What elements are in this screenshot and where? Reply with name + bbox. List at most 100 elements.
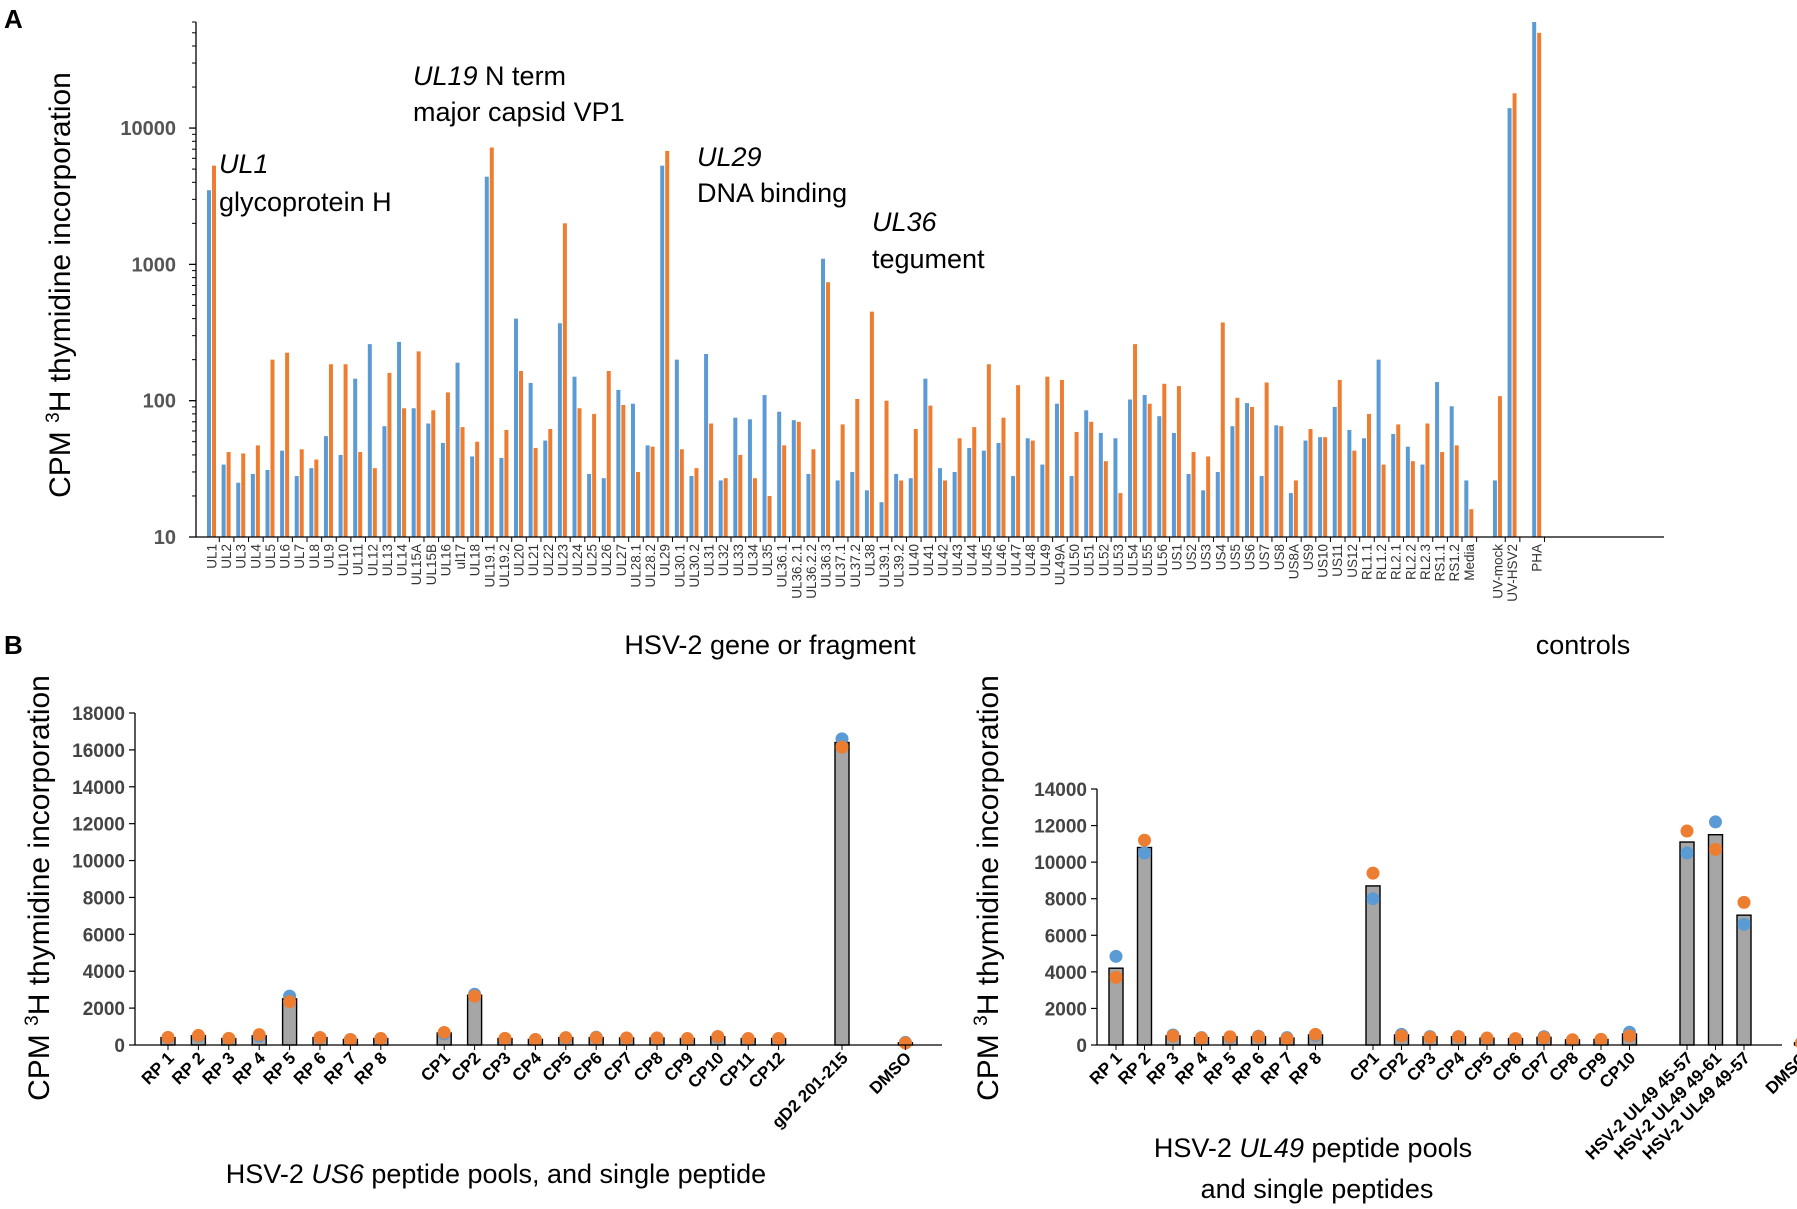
br-dot-rp-3-rep2 bbox=[1166, 1029, 1180, 1043]
chart-a-bar-ul4-rep2 bbox=[255, 445, 260, 537]
chart-a-x-label-us12: US12 bbox=[1345, 544, 1360, 578]
chart-a-y-tick-label: 10000 bbox=[120, 118, 176, 140]
chart-a-x-label-ul38: UL38 bbox=[862, 544, 877, 576]
chart-a-y-ticks: 10 100 1000 10000 bbox=[120, 21, 196, 549]
chart-a-bar-ul50-rep2 bbox=[1074, 431, 1079, 537]
chart-a-bar-ul35-rep2 bbox=[767, 495, 772, 537]
chart-a-y-tick-label: 100 bbox=[143, 391, 176, 413]
chart-a-bar-ul36-2-1-rep2 bbox=[796, 421, 801, 537]
bl-y-tick-label: 12000 bbox=[72, 815, 125, 836]
chart-a-bar-ul34-rep1 bbox=[747, 419, 752, 537]
chart-a-x-label-ul50: UL50 bbox=[1067, 544, 1082, 576]
chart-a-x-label-ul35: UL35 bbox=[760, 544, 775, 576]
chart-a-x-label-rl1-1: RL1.1 bbox=[1359, 544, 1374, 580]
chart-a-bar-ul51-rep2 bbox=[1089, 421, 1094, 537]
bl-y-tick-label: 14000 bbox=[72, 778, 125, 799]
chart-a-bar-uv-mock-rep1 bbox=[1492, 480, 1497, 537]
chart-a-x-label-ul36-1: UL36.1 bbox=[775, 544, 790, 588]
chart-a-bar-ul15a-rep2 bbox=[416, 351, 421, 537]
chart-a-bar-ul10-rep2 bbox=[343, 364, 348, 537]
chart-a-bar-ul23-rep2 bbox=[562, 223, 567, 537]
chart-a-bar-ul6-rep1 bbox=[280, 450, 285, 537]
chart-a-bar-ul39-2-rep2 bbox=[899, 480, 904, 537]
chart-a-bar-ul22-rep2 bbox=[548, 428, 553, 537]
chart-a-bar-ul28-1-rep1 bbox=[630, 403, 635, 537]
chart-a-bar-ul12-rep2 bbox=[372, 468, 377, 537]
chart-a-bar-ul21-rep1 bbox=[528, 382, 533, 537]
chart-a-y-tick-label: 1000 bbox=[132, 254, 177, 276]
chart-a-x-label-ul23: UL23 bbox=[555, 544, 570, 576]
chart-a-bar-rl2-3-rep1 bbox=[1420, 464, 1425, 537]
chart-a-bar-us8a-rep1 bbox=[1288, 493, 1293, 537]
chart-a-bar-ul37-1-rep1 bbox=[835, 480, 840, 537]
chart-a-bar-ul30-1-rep2 bbox=[679, 449, 684, 537]
chart-a-x-label-ul27: UL27 bbox=[614, 544, 629, 576]
chart-a-bar-ul30-2-rep1 bbox=[689, 476, 694, 537]
bl-x-label-rp-8: RP 8 bbox=[351, 1048, 391, 1088]
br-dot-hsv-2-ul49-49-57-rep1 bbox=[1737, 917, 1751, 931]
chart-a-x-label-ul34: UL34 bbox=[745, 544, 760, 577]
annotation-ul1-desc: glycoprotein H bbox=[219, 187, 392, 217]
bl-y-tick-label: 16000 bbox=[72, 741, 125, 762]
bl-x-label-rp-1: RP 1 bbox=[138, 1048, 178, 1088]
br-y-tick-label: 8000 bbox=[1045, 890, 1087, 911]
chart-a-bar-ul39-1-rep1 bbox=[879, 502, 884, 537]
chart-a-x-label-ul45: UL45 bbox=[979, 544, 994, 576]
annotation-ul1-gene: UL1 bbox=[219, 149, 269, 179]
chart-a-x-categories: UL1 UL2 UL3 UL4 UL5 UL6 UL7 UL8 UL9 UL10 UL11 UL12 U… bbox=[205, 537, 1545, 602]
bl-y-tick-label: 18000 bbox=[72, 704, 125, 725]
chart-a-bar-ul34-rep2 bbox=[752, 478, 757, 537]
chart-a-bar-us8-rep2 bbox=[1279, 426, 1284, 537]
chart-a-x-label: HSV-2 gene or fragment bbox=[624, 630, 916, 660]
chart-a-x-label-rl2-3: RL2.3 bbox=[1418, 544, 1433, 580]
chart-a-bar-ul48-rep2 bbox=[1030, 440, 1035, 537]
chart-b-left-title: HSV-2 US6 peptide pools, and single pept… bbox=[226, 1159, 766, 1189]
chart-b-left-bars bbox=[160, 741, 914, 1046]
chart-b-left-x-categories: RP 1RP 2RP 3RP 4RP 5RP 6RP 7RP 8 CP1CP2CP… bbox=[138, 1045, 915, 1132]
chart-a-bar-rs1-2-rep1 bbox=[1449, 406, 1454, 537]
br-y-tick-label: 0 bbox=[1076, 1036, 1087, 1057]
br-dot-rp-7-rep2 bbox=[1280, 1032, 1294, 1046]
bl-dot-rp-5-rep2 bbox=[283, 995, 297, 1009]
chart-a-bar-ul29-rep1 bbox=[660, 165, 665, 537]
bl-x-label-cp2: CP2 bbox=[448, 1048, 485, 1085]
br-dot-hsv-2-ul49-45-57-rep1 bbox=[1680, 846, 1694, 860]
chart-a-bar-ul11-rep2 bbox=[358, 452, 363, 537]
chart-a-bar-ul46-rep1 bbox=[996, 442, 1001, 537]
chart-a-bar-ul1-rep1 bbox=[207, 190, 211, 537]
chart-a-bar-ul53-rep1 bbox=[1113, 438, 1118, 537]
bl-dot-cp10-rep2 bbox=[711, 1030, 725, 1044]
chart-a-bar-rl1-1-rep2 bbox=[1366, 413, 1371, 537]
chart-a-bar-ul40-rep1 bbox=[908, 478, 913, 537]
chart-a-bar-ul49a-rep2 bbox=[1059, 379, 1064, 537]
bl-dot-cp9-rep2 bbox=[680, 1032, 694, 1046]
chart-a-x-label-ul43: UL43 bbox=[950, 544, 965, 576]
br-dot-rp-1-rep2 bbox=[1109, 970, 1123, 984]
chart-a-bar-ul40-rep2 bbox=[913, 428, 918, 537]
chart-b-right-y-label: CPM 3H thymidine incorporation bbox=[971, 675, 1005, 1101]
chart-a-bar-ul9-rep1 bbox=[323, 436, 328, 537]
chart-a-bar-ul36-3-rep1 bbox=[821, 258, 826, 537]
panel-b-letter: B bbox=[4, 630, 23, 660]
annotation-ul19: UL19 N term major capsid VP1 bbox=[413, 61, 625, 127]
chart-a-bar-us2-rep1 bbox=[1186, 473, 1191, 537]
chart-a-x-label-ul54: UL54 bbox=[1126, 544, 1141, 577]
chart-a-bar-ul53-rep2 bbox=[1118, 493, 1123, 537]
chart-a-x-label-ul19-1: UL19.1 bbox=[482, 544, 497, 588]
chart-a-x-label-ul39-2: UL39.2 bbox=[892, 544, 907, 588]
chart-a-x-label-ul15b: UL15B bbox=[424, 544, 439, 585]
chart-a-x-label-ul49: UL49 bbox=[1038, 544, 1053, 576]
chart-a-bar-ul30-1-rep1 bbox=[674, 359, 679, 537]
chart-a-x-label-us1: US1 bbox=[1169, 544, 1184, 570]
chart-a-bar-uv-hsv2-rep1 bbox=[1507, 108, 1512, 537]
br-dot-cp6-rep2 bbox=[1509, 1032, 1522, 1046]
br-x-label-cp4: CP4 bbox=[1432, 1048, 1469, 1085]
chart-a-bar-ul44-rep2 bbox=[972, 427, 977, 537]
chart-a-x-label-ul55: UL55 bbox=[1140, 544, 1155, 576]
chart-a-x-label-ul15a: UL15A bbox=[409, 544, 424, 585]
bl-dot-rp-3-rep2 bbox=[222, 1031, 236, 1045]
chart-a-x-label-ul5: UL5 bbox=[263, 544, 278, 569]
chart-a-x-label-rl2-2: RL2.2 bbox=[1403, 544, 1418, 580]
bl-dot-cp6-rep2 bbox=[589, 1031, 603, 1045]
